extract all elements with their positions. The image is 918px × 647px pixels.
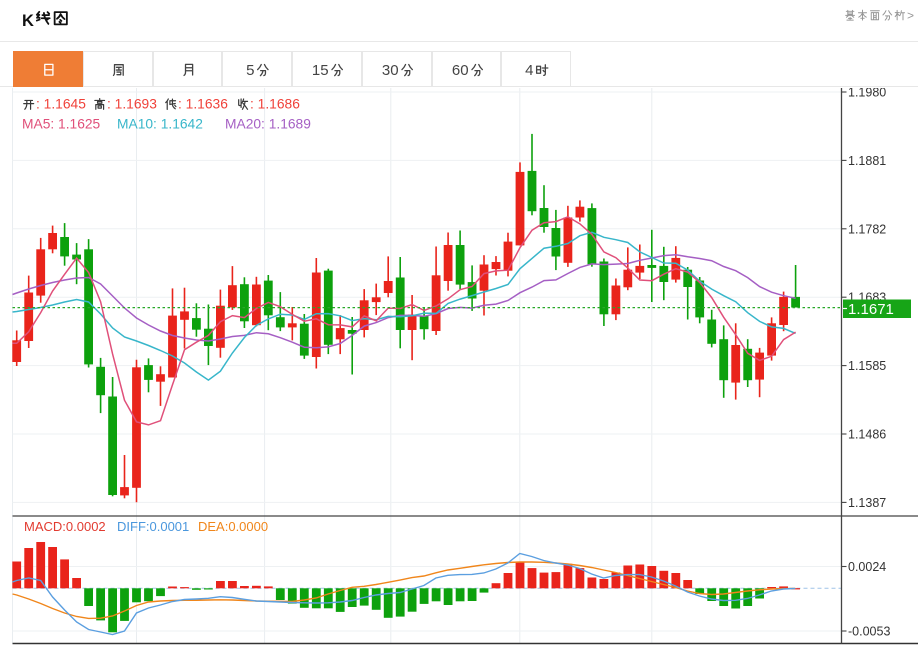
svg-text:>: >	[907, 9, 914, 23]
svg-text:DEA:0.0000: DEA:0.0000	[198, 519, 268, 534]
svg-text:1.1486: 1.1486	[848, 428, 886, 442]
svg-text:K: K	[22, 12, 34, 30]
svg-text:1.1387: 1.1387	[848, 496, 886, 510]
svg-text:5: 5	[246, 62, 254, 79]
svg-text:MA5: 1.1625: MA5: 1.1625	[22, 117, 101, 132]
svg-text:1.1671: 1.1671	[848, 301, 894, 318]
svg-text:60: 60	[451, 62, 468, 79]
svg-text:: 1.1645: : 1.1645	[36, 97, 86, 112]
svg-text:4: 4	[525, 62, 533, 79]
svg-text:15: 15	[312, 62, 329, 79]
svg-text:: 1.1636: : 1.1636	[178, 97, 228, 112]
svg-text:: 1.1686: : 1.1686	[250, 97, 300, 112]
svg-text:-0.0053: -0.0053	[848, 625, 890, 639]
svg-text:MA10: 1.1642: MA10: 1.1642	[117, 117, 203, 132]
svg-text:1.1585: 1.1585	[848, 359, 886, 373]
svg-text:DIFF:0.0001: DIFF:0.0001	[117, 519, 189, 534]
svg-text:1.1881: 1.1881	[848, 154, 886, 168]
svg-text:0.0024: 0.0024	[848, 560, 886, 574]
svg-text:: 1.1693: : 1.1693	[107, 97, 157, 112]
svg-text:MA20: 1.1689: MA20: 1.1689	[225, 117, 311, 132]
svg-text:1.1980: 1.1980	[848, 88, 886, 100]
svg-text:MACD:0.0002: MACD:0.0002	[24, 519, 106, 534]
svg-text:30: 30	[382, 62, 399, 79]
svg-text:1.1782: 1.1782	[848, 222, 886, 236]
